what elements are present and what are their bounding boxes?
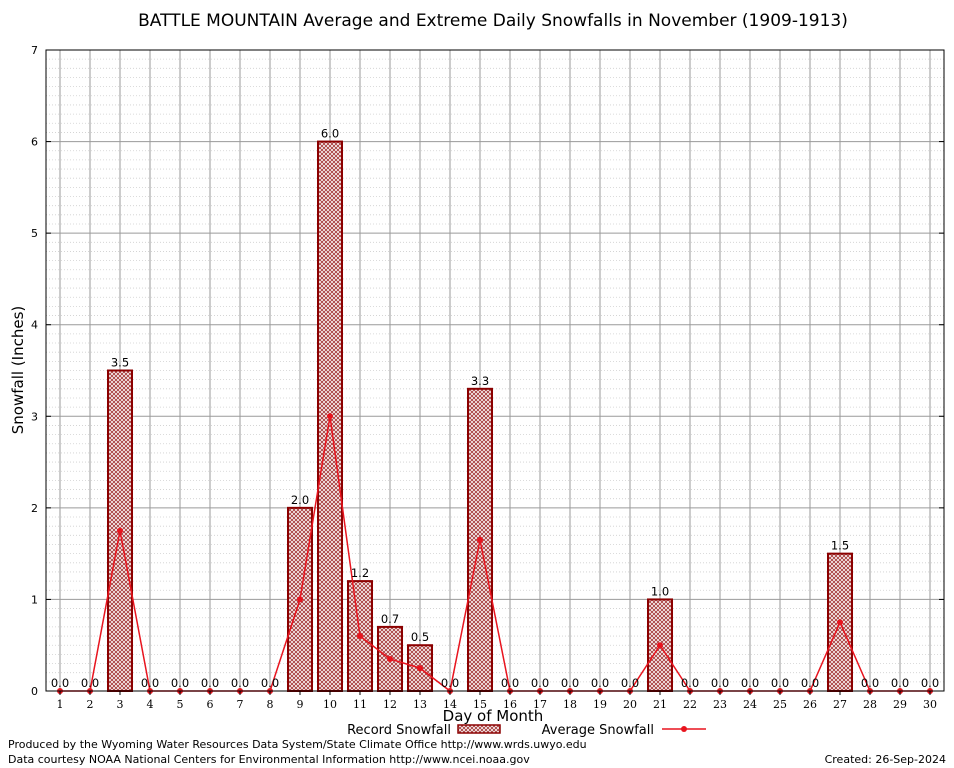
bar-value-label: 3.5 [111, 356, 129, 370]
average-snowfall-point [117, 527, 123, 534]
bar-value-label: 0.0 [171, 676, 189, 690]
bar-value-label: 0.0 [741, 676, 759, 690]
x-tick-label: 25 [773, 698, 787, 711]
x-tick-label: 28 [863, 698, 877, 711]
bar-value-label: 0.0 [441, 676, 459, 690]
bar-value-label: 0.0 [681, 676, 699, 690]
y-tick-label: 7 [31, 44, 38, 57]
x-tick-label: 19 [593, 698, 607, 711]
bar-value-label: 0.7 [381, 612, 399, 626]
x-tick-label: 22 [683, 698, 697, 711]
y-axis-ticks: 0 1 2 3 4 5 6 7 [31, 44, 944, 698]
legend-record-swatch [457, 724, 501, 734]
bar-value-label: 0.0 [861, 676, 879, 690]
bar-value-label: 0.0 [201, 676, 219, 690]
y-tick-label: 5 [31, 227, 38, 240]
x-tick-label: 5 [177, 698, 184, 711]
average-snowfall-point [417, 665, 423, 672]
chart-title: BATTLE MOUNTAIN Average and Extreme Dail… [138, 11, 848, 31]
bar-value-label: 0.5 [411, 630, 429, 644]
bar-value-label: 0.0 [801, 676, 819, 690]
bar-value-label: 0.0 [231, 676, 249, 690]
bar-labels: 0.0 0.0 3.5 0.0 0.0 0.0 0.0 0.0 2.0 6.0 1.2 0.7 0.5 0… [51, 127, 939, 690]
x-tick-label: 9 [297, 698, 304, 711]
bar-value-label: 0.0 [591, 676, 609, 690]
x-tick-label: 24 [743, 698, 757, 711]
y-tick-label: 6 [31, 136, 38, 149]
x-tick-label: 10 [323, 698, 337, 711]
x-tick-label: 16 [503, 698, 517, 711]
grid [46, 49, 944, 692]
y-axis-label: Snowfall (Inches) [9, 306, 27, 434]
average-snowfall-point [837, 619, 843, 626]
x-tick-label: 15 [473, 698, 487, 711]
average-snowfall-point [477, 536, 483, 543]
x-tick-label: 8 [267, 698, 274, 711]
legend: Record Snowfall Average Snowfall [347, 723, 706, 738]
x-tick-label: 21 [653, 698, 667, 711]
bars [107, 140, 853, 693]
x-tick-label: 13 [413, 698, 427, 711]
bar-value-label: 0.0 [51, 676, 69, 690]
x-axis-ticks: 1 2 3 4 5 6 7 8 9 10 11 12 13 14 15 16 17 18 19 20 21 22 23 24 2… [57, 691, 937, 711]
bar-value-label: 0.0 [261, 676, 279, 690]
x-tick-label: 14 [443, 698, 457, 711]
average-line [57, 413, 933, 694]
bar-value-label: 0.0 [921, 676, 939, 690]
x-tick-label: 26 [803, 698, 817, 711]
bar-value-label: 0.0 [771, 676, 789, 690]
average-snowfall-point [327, 413, 333, 420]
x-tick-label: 6 [207, 698, 214, 711]
x-tick-label: 7 [237, 698, 244, 711]
y-tick-label: 3 [31, 410, 38, 423]
bar-value-label: 0.0 [81, 676, 99, 690]
y-tick-label: 1 [31, 593, 38, 606]
average-snowfall-point [387, 655, 393, 662]
x-axis-label: Day of Month [443, 707, 544, 725]
x-tick-label: 4 [147, 698, 154, 711]
x-tick-label: 17 [533, 698, 547, 711]
average-snowfall-point [657, 642, 663, 649]
bar-value-label: 2.0 [291, 493, 309, 507]
y-tick-label: 4 [31, 319, 38, 332]
x-tick-label: 1 [57, 698, 64, 711]
legend-average-marker [681, 726, 687, 732]
bar-value-label: 1.2 [351, 566, 369, 580]
y-tick-label: 2 [31, 502, 38, 515]
bar-value-label: 0.0 [621, 676, 639, 690]
bar-value-label: 0.0 [891, 676, 909, 690]
bar-value-label: 1.0 [651, 584, 669, 598]
footer-data-source: Data courtesy NOAA National Centers for … [8, 753, 530, 766]
bar-value-label: 6.0 [321, 127, 339, 141]
x-tick-label: 12 [383, 698, 397, 711]
x-tick-label: 29 [893, 698, 907, 711]
bar-value-label: 3.3 [471, 374, 489, 388]
bar-value-label: 0.0 [531, 676, 549, 690]
average-snowfall-point [297, 596, 303, 603]
x-tick-label: 30 [923, 698, 937, 711]
bar-value-label: 1.5 [831, 539, 849, 553]
footer-created-date: Created: 26-Sep-2024 [824, 753, 946, 766]
x-tick-label: 3 [117, 698, 124, 711]
bar-value-label: 0.0 [711, 676, 729, 690]
x-tick-label: 27 [833, 698, 847, 711]
x-tick-label: 2 [87, 698, 94, 711]
plot-frame [45, 49, 945, 692]
y-tick-label: 0 [31, 685, 38, 698]
x-tick-label: 18 [563, 698, 577, 711]
bar-value-label: 0.0 [561, 676, 579, 690]
legend-record-label: Record Snowfall [347, 723, 451, 738]
footer-producer: Produced by the Wyoming Water Resources … [8, 738, 587, 751]
average-snowfall-point [357, 633, 363, 640]
legend-average-label: Average Snowfall [542, 723, 654, 738]
bar-value-label: 0.0 [501, 676, 519, 690]
x-tick-label: 23 [713, 698, 727, 711]
x-tick-label: 20 [623, 698, 637, 711]
bar-value-label: 0.0 [141, 676, 159, 690]
x-tick-label: 11 [353, 698, 367, 711]
